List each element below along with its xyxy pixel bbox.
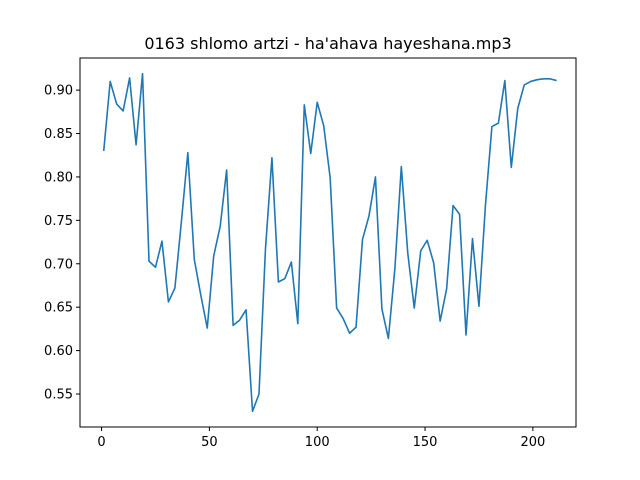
plot-line-layer — [102, 72, 558, 413]
data-point — [394, 268, 396, 270]
series-line-0 — [102, 72, 557, 413]
data-point — [504, 80, 506, 82]
data-point — [316, 101, 318, 103]
data-point — [349, 332, 351, 334]
data-point — [543, 78, 545, 80]
data-point — [103, 150, 105, 152]
data-point — [200, 294, 202, 296]
data-point — [187, 152, 189, 154]
data-point — [122, 110, 124, 112]
data-point — [336, 307, 338, 309]
data-point — [407, 253, 409, 255]
data-point — [148, 260, 150, 262]
data-point — [342, 318, 344, 320]
x-tick-label: 100 — [305, 435, 330, 450]
data-point — [426, 240, 428, 242]
data-point — [232, 325, 234, 327]
data-point — [155, 266, 157, 268]
x-axis: 0 50 100 150 200 — [97, 427, 545, 450]
y-axis: 0.55 0.60 0.65 0.70 0.75 0.80 0.85 0.90 — [44, 84, 80, 403]
data-point — [401, 166, 403, 168]
data-point — [439, 320, 441, 322]
x-tick-label: 200 — [520, 435, 545, 450]
data-point — [472, 238, 474, 240]
data-point — [459, 213, 461, 215]
data-point — [517, 108, 519, 110]
data-point — [278, 281, 280, 283]
data-point — [271, 157, 273, 159]
data-point — [181, 221, 183, 223]
data-point — [135, 144, 137, 146]
data-point — [168, 301, 170, 303]
data-point — [536, 79, 538, 81]
data-point — [478, 306, 480, 308]
y-tick-label: 0.90 — [44, 84, 73, 99]
data-point — [355, 326, 357, 328]
data-point — [329, 177, 331, 179]
data-point — [381, 308, 383, 310]
data-point — [303, 104, 305, 106]
data-point — [239, 319, 241, 321]
data-point — [213, 255, 215, 257]
x-tick-label: 0 — [97, 435, 105, 450]
data-point — [530, 81, 532, 83]
x-tick-label: 150 — [413, 435, 438, 450]
data-point — [549, 78, 551, 80]
data-point — [498, 122, 500, 124]
data-point — [465, 334, 467, 336]
data-point — [116, 103, 118, 105]
data-point — [491, 126, 493, 128]
data-point — [284, 278, 286, 280]
data-point — [310, 153, 312, 155]
data-point — [219, 226, 221, 228]
plot-frame — [79, 57, 577, 428]
data-point — [433, 262, 435, 264]
data-point — [413, 307, 415, 309]
data-point — [368, 215, 370, 217]
data-point — [252, 411, 254, 413]
data-point — [194, 259, 196, 261]
data-point — [485, 205, 487, 207]
data-point — [258, 393, 260, 395]
data-point — [206, 327, 208, 329]
data-point — [375, 176, 377, 178]
y-tick-label: 0.85 — [44, 127, 73, 142]
data-point — [297, 323, 299, 325]
data-point — [174, 287, 176, 289]
chart-title: 0163 shlomo artzi - ha'ahava hayeshana.m… — [144, 34, 511, 53]
y-tick-label: 0.65 — [44, 301, 73, 316]
y-tick-label: 0.80 — [44, 170, 73, 185]
data-point — [109, 81, 111, 83]
data-point — [362, 239, 364, 241]
x-tick-label: 50 — [201, 435, 218, 450]
data-point — [420, 250, 422, 252]
data-point — [523, 84, 525, 86]
data-point — [556, 80, 558, 82]
data-point — [129, 77, 131, 79]
data-point — [511, 167, 513, 169]
data-point — [291, 261, 293, 263]
data-point — [245, 309, 247, 311]
y-tick-label: 0.60 — [44, 344, 73, 359]
data-point — [226, 169, 228, 171]
data-point — [446, 288, 448, 290]
data-point — [265, 248, 267, 250]
data-point — [161, 240, 163, 242]
y-tick-label: 0.55 — [44, 388, 73, 403]
data-point — [142, 73, 144, 75]
data-point — [323, 125, 325, 127]
y-tick-label: 0.75 — [44, 214, 73, 229]
data-point — [452, 205, 454, 207]
data-point — [388, 338, 390, 340]
y-tick-label: 0.70 — [44, 257, 73, 272]
